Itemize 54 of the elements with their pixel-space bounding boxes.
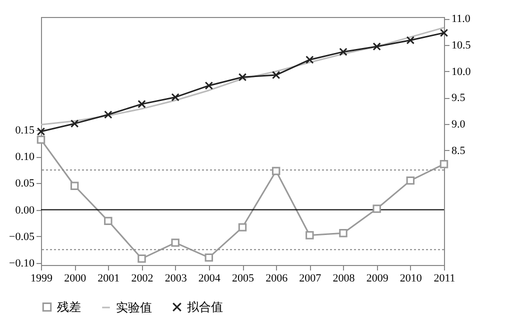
point: [36, 127, 46, 136]
x-tick-label: 2003: [164, 272, 188, 284]
y2-tick-label: 10.0: [452, 66, 472, 78]
y2-tick-label: 9.0: [452, 118, 466, 131]
x-tick-label: 2011: [434, 272, 456, 284]
x-tick-label: 2008: [332, 272, 356, 284]
point: [104, 110, 112, 119]
point: [138, 254, 146, 263]
point: [339, 48, 348, 56]
y-tick-label: −0.10: [9, 257, 35, 270]
y-tick-label: 0.00: [15, 204, 35, 216]
y-tick-label: −0.05: [9, 230, 35, 243]
point: [36, 136, 46, 144]
legend-label: 拟合值: [187, 300, 223, 314]
x-tick-label: 2007: [299, 272, 322, 284]
point: [372, 42, 381, 51]
legend-label: 实验值: [116, 300, 152, 314]
point: [238, 223, 247, 232]
point: [104, 216, 112, 226]
point: [306, 231, 314, 240]
point: [70, 119, 79, 128]
legend-label: 残差: [57, 300, 81, 314]
y-tick-label: 0.05: [15, 178, 35, 190]
y2-tick-label: 9.5: [452, 92, 466, 104]
y-tick-label: 0.15: [15, 124, 35, 137]
point: [406, 176, 415, 185]
y2-tick-label: 8.5: [452, 145, 466, 157]
x-tick-label: 2002: [131, 272, 154, 284]
point: [70, 182, 79, 190]
x-tick-label: 2009: [366, 272, 389, 284]
point: [306, 56, 314, 64]
x-tick-label: 2005: [232, 272, 254, 284]
point: [171, 93, 180, 102]
point: [440, 160, 448, 168]
y2-tick-label: 10.5: [452, 39, 472, 52]
x-tick-label: 2001: [98, 272, 120, 284]
point: [204, 253, 214, 262]
point: [440, 28, 448, 37]
x-tick-label: 1999: [30, 272, 53, 284]
x-tick-label: 2010: [400, 272, 422, 284]
point: [204, 81, 214, 90]
y-tick-label: 0.10: [15, 151, 35, 164]
point: [406, 36, 415, 44]
x-tick-label: 2000: [64, 272, 87, 284]
point: [272, 70, 280, 80]
point: [272, 166, 280, 176]
x-tick-label: 2006: [266, 272, 288, 284]
point: [138, 100, 146, 108]
y2-tick-label: 11.0: [452, 13, 471, 26]
point: [238, 73, 247, 82]
point: [171, 238, 180, 247]
x-tick-label: 2004: [198, 272, 221, 284]
point: [372, 204, 381, 213]
point: [339, 229, 348, 238]
